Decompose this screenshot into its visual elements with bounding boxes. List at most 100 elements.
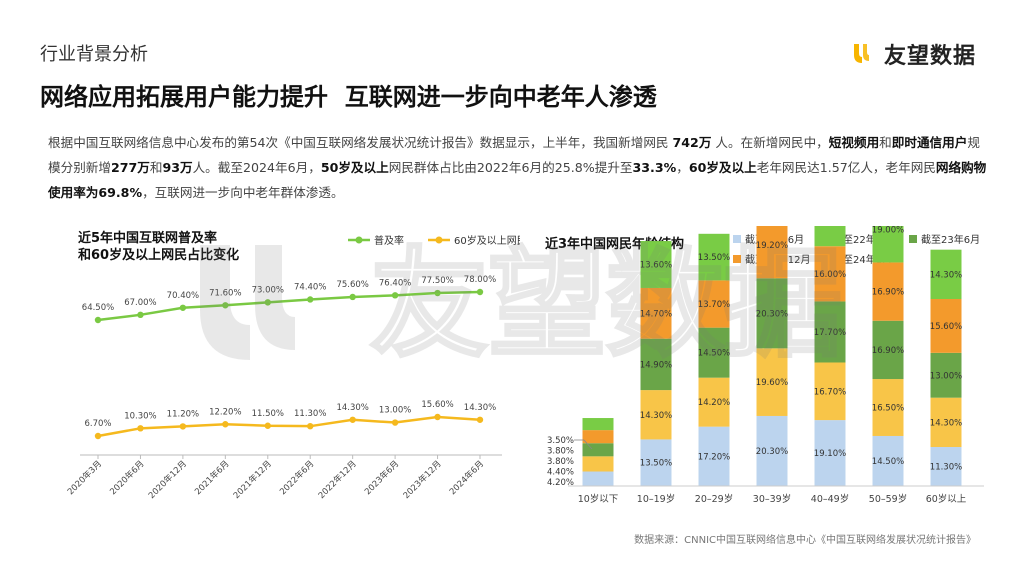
x-tick-label: 2020年12月 — [146, 458, 189, 501]
data-label-elderly: 13.00% — [379, 406, 411, 416]
bar-value-label-22-12: 14.20% — [698, 398, 730, 408]
data-label-penetration: 76.40% — [379, 278, 411, 288]
bar-value-label-23-12: 16.90% — [872, 288, 904, 298]
legend-swatch-23-06 — [909, 235, 917, 243]
x-tick-label: 30–39岁 — [753, 493, 791, 505]
data-point-penetration — [264, 299, 271, 306]
intro-highlight: 277万 — [110, 160, 150, 175]
bar-segment-23-12 — [814, 246, 846, 302]
intro-text: ，互联网进一步向中老年群体渗透。 — [142, 185, 344, 200]
intro-highlight: 即时通信用户 — [891, 135, 968, 150]
bar-value-label-23-12: 15.60% — [930, 322, 962, 332]
bar-value-label-23-06: 14.90% — [640, 360, 672, 370]
bar-segment-23-12 — [756, 226, 788, 279]
intro-text: 人。截至2024年6月， — [192, 160, 321, 175]
legend-swatch-23-12 — [733, 255, 741, 263]
data-point-elderly — [179, 423, 187, 430]
bar-segment-23-06 — [814, 301, 846, 363]
data-label-elderly: 6.70% — [84, 419, 111, 429]
bar-value-label-24-06: 13.60% — [640, 261, 672, 271]
x-tick-label: 2021年12月 — [231, 458, 274, 501]
series-line-elderly — [97, 415, 481, 438]
legend-swatch-22-06 — [733, 235, 741, 243]
bar-value-label-22-06: 17.20% — [698, 452, 730, 462]
data-label-penetration: 71.60% — [209, 288, 241, 298]
data-source: 数据来源：CNNIC中国互联网络信息中心《中国互联网络发展状况统计报告》 — [634, 535, 976, 546]
bar-value-label-24-06: 3.50% — [547, 436, 574, 446]
bar-value-label-23-12: 14.70% — [640, 309, 672, 319]
bar-value-label-23-12: 16.00% — [814, 270, 846, 280]
data-label-elderly: 14.30% — [336, 403, 368, 413]
x-tick-label: 2022年6月 — [277, 458, 316, 497]
bar-value-label-22-06: 14.50% — [872, 457, 904, 467]
intro-highlight: 60岁及以上 — [688, 160, 757, 175]
bar-value-label-22-06: 13.50% — [640, 459, 672, 469]
x-tick-label: 10–19岁 — [637, 493, 675, 505]
data-label-elderly: 11.20% — [167, 409, 199, 419]
line-chart-title: 近5年中国互联网普及率 和60岁及以上网民占比变化 — [78, 230, 239, 264]
bar-value-label-22-06: 4.20% — [547, 478, 574, 488]
bar-segment-22-12 — [582, 456, 614, 472]
bar-segment-23-12 — [582, 430, 614, 444]
bar-segment-22-06 — [582, 471, 614, 486]
bar-value-label-22-12: 16.50% — [872, 404, 904, 414]
bar-segment-22-12 — [872, 379, 904, 436]
data-point-penetration — [137, 311, 144, 319]
bar-value-label-23-06: 13.00% — [930, 371, 962, 381]
bar-value-label-23-12: 19.20% — [756, 241, 788, 251]
bar-segment-24-06 — [814, 226, 846, 247]
bar-value-label-22-12: 4.40% — [547, 468, 574, 478]
data-label-penetration: 70.40% — [167, 291, 199, 301]
x-tick-label: 2023年6月 — [362, 458, 401, 497]
bar-segment-23-12 — [872, 262, 904, 321]
brand-name: 友望数据 — [883, 44, 976, 69]
intro-highlight: 网络购物使用率为69.8% — [48, 160, 987, 200]
bar-segment-22-12 — [814, 362, 846, 421]
bar-value-label-23-06: 14.50% — [698, 349, 730, 359]
bar-segment-23-06 — [582, 443, 614, 457]
label-leader-line — [583, 439, 593, 450]
intro-text: 根据中国互联网络信息中心发布的第54次《中国互联网络发展状况统计报告》数据显示，… — [48, 135, 673, 150]
x-tick-label: 10岁以下 — [578, 493, 619, 505]
bar-segment-22-12 — [756, 348, 788, 416]
page-title: 网络应用拓展用户能力提升 互联网进一步向中老年人渗透 — [40, 83, 657, 111]
x-tick-label: 2023年12月 — [401, 458, 444, 501]
data-point-elderly — [307, 422, 314, 430]
bar-segment-23-12 — [698, 280, 730, 328]
data-label-elderly: 11.30% — [294, 409, 326, 419]
bar-value-label-23-06: 16.90% — [872, 346, 904, 356]
bar-segment-22-06 — [930, 447, 962, 486]
data-point-elderly — [349, 416, 356, 423]
data-label-penetration: 74.40% — [294, 282, 326, 292]
intro-highlight: 93万 — [162, 160, 193, 175]
x-tick-label: 40–49岁 — [811, 493, 849, 505]
data-point-penetration — [434, 289, 441, 297]
intro-text: ， — [676, 160, 689, 175]
x-tick-label: 20–29岁 — [695, 493, 733, 505]
bar-value-label-23-12: 13.70% — [698, 300, 730, 310]
data-point-elderly — [476, 416, 484, 423]
data-label-elderly: 11.50% — [252, 409, 284, 419]
bar-segment-23-12 — [640, 287, 672, 339]
bar-segment-23-06 — [930, 352, 962, 398]
brand-mark-icon — [853, 44, 869, 63]
x-tick-label: 50–59岁 — [869, 493, 907, 505]
x-tick-label: 2022年12月 — [316, 458, 359, 501]
data-label-penetration: 78.00% — [464, 275, 496, 285]
series-line-penetration — [97, 290, 481, 322]
bar-segment-22-06 — [640, 439, 672, 486]
data-label-penetration: 75.60% — [336, 280, 368, 290]
legend-label-23-06: 截至23年6月 — [921, 233, 980, 246]
data-point-penetration — [94, 316, 102, 324]
data-point-elderly — [222, 421, 229, 428]
data-label-elderly: 15.60% — [421, 400, 453, 410]
bar-segment-22-06 — [814, 420, 846, 486]
bar-segment-22-12 — [930, 397, 962, 448]
bar-value-label-24-06: 19.00% — [872, 226, 904, 236]
data-label-penetration: 64.50% — [82, 303, 114, 313]
data-point-penetration — [391, 292, 399, 299]
intro-paragraph: 根据中国互联网络信息中心发布的第54次《中国互联网络发展状况统计报告》数据显示，… — [48, 130, 988, 205]
data-point-penetration — [307, 296, 314, 303]
data-point-penetration — [179, 304, 187, 311]
bar-segment-22-06 — [756, 415, 788, 486]
